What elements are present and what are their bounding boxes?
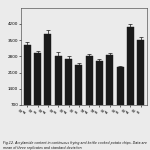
Bar xyxy=(44,34,51,121)
Bar xyxy=(75,65,82,121)
Bar xyxy=(24,45,31,121)
Bar xyxy=(86,56,93,121)
Text: Fig.12. Acrylamide content in continuous frying and kettle cooked potato chips. : Fig.12. Acrylamide content in continuous… xyxy=(3,141,147,150)
Bar xyxy=(137,40,144,121)
Bar xyxy=(117,67,124,121)
Bar xyxy=(106,55,113,121)
Bar xyxy=(34,53,41,121)
Bar xyxy=(65,58,72,121)
Bar xyxy=(96,61,103,121)
Bar xyxy=(127,27,134,121)
Bar xyxy=(55,56,62,121)
